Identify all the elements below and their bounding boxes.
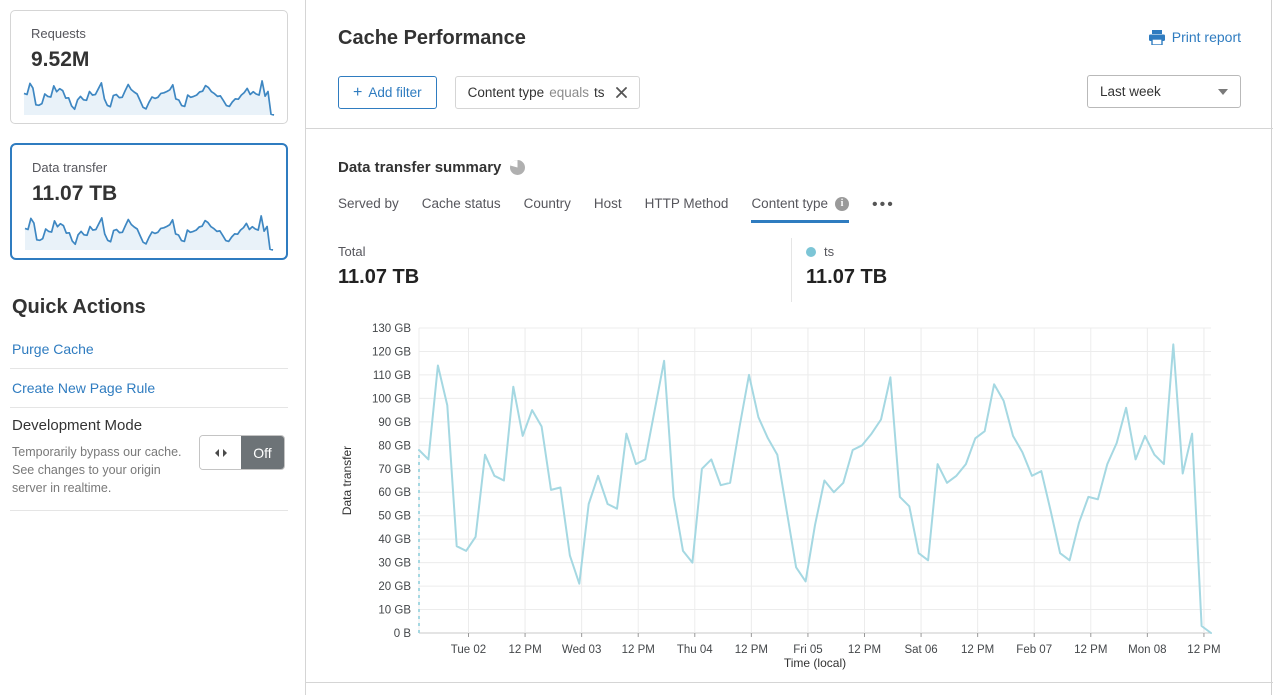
x-tick-label: Thu 04	[677, 644, 713, 656]
print-report-button[interactable]: Print report	[1148, 29, 1241, 45]
x-tick-label: 12 PM	[508, 644, 541, 656]
tab-host[interactable]: Host	[593, 196, 622, 211]
y-tick-label: 70 GB	[378, 464, 411, 476]
y-tick-label: 30 GB	[378, 558, 411, 570]
y-tick-label: 120 GB	[372, 346, 411, 358]
create-page-rule-link[interactable]: Create New Page Rule	[12, 380, 156, 396]
legend-block: ts 11.07 TB	[806, 244, 887, 289]
total-label: Total	[338, 244, 366, 259]
filter-operator: equals	[549, 85, 589, 100]
series-value: 11.07 TB	[806, 266, 888, 288]
development-mode-label: Development Mode	[12, 417, 143, 434]
info-icon[interactable]: i	[835, 196, 849, 211]
summary-title: Data transfer summary	[338, 159, 502, 176]
filter-field: Content type	[467, 85, 545, 100]
summary-tabs: Served by Cache status Country Host HTTP…	[338, 196, 895, 223]
requests-card[interactable]: Requests 9.52M	[10, 10, 288, 124]
purge-cache-link[interactable]: Purge Cache	[12, 341, 94, 357]
y-tick-label: 10 GB	[378, 605, 411, 617]
pie-chart-icon	[510, 160, 526, 175]
y-tick-label: 130 GB	[372, 323, 411, 335]
summary-divider	[791, 238, 792, 302]
main-panel: Cache Performance Print report + Add fil…	[305, 0, 1273, 695]
series-name: ts	[824, 244, 835, 259]
y-tick-label: 110 GB	[373, 370, 411, 382]
x-tick-label: Mon 08	[1128, 644, 1166, 656]
quick-actions-title: Quick Actions	[12, 296, 146, 318]
y-tick-label: 60 GB	[378, 487, 411, 499]
toggle-arrows-icon	[200, 436, 241, 469]
add-filter-label: Add filter	[368, 85, 422, 100]
bottom-divider	[306, 682, 1273, 683]
total-block: Total 11.07 TB	[338, 244, 419, 289]
y-tick-label: 80 GB	[378, 440, 411, 452]
requests-value: 9.52M	[31, 48, 90, 71]
x-tick-label: 12 PM	[735, 644, 768, 656]
x-axis-title: Time (local)	[784, 656, 846, 670]
print-report-label: Print report	[1171, 29, 1241, 45]
x-tick-label: 12 PM	[848, 644, 881, 656]
add-filter-button[interactable]: + Add filter	[338, 76, 437, 109]
tab-http-method[interactable]: HTTP Method	[644, 196, 729, 211]
divider	[10, 510, 288, 511]
tab-cache-status[interactable]: Cache status	[421, 196, 501, 211]
y-tick-label: 40 GB	[378, 534, 411, 546]
y-tick-label: 90 GB	[378, 417, 411, 429]
sidebar: Requests 9.52M Data transfer 11.07 TB Qu…	[0, 0, 305, 695]
tab-served-by[interactable]: Served by	[338, 196, 399, 211]
y-tick-label: 50 GB	[378, 511, 411, 523]
plus-icon: +	[353, 83, 363, 101]
x-tick-label: 12 PM	[1074, 644, 1107, 656]
filter-chip[interactable]: Content type equals ts	[454, 76, 640, 109]
total-value: 11.07 TB	[338, 266, 420, 288]
time-range-select[interactable]: Last week	[1087, 75, 1241, 108]
x-tick-label: Tue 02	[451, 644, 486, 656]
y-axis-title: Data transfer	[340, 446, 354, 515]
more-tabs-button[interactable]: •••	[872, 196, 895, 213]
x-tick-label: Fri 05	[793, 644, 822, 656]
x-tick-label: 12 PM	[961, 644, 994, 656]
x-tick-label: Feb 07	[1016, 644, 1052, 656]
close-icon[interactable]	[615, 87, 627, 98]
divider	[10, 407, 288, 408]
data-transfer-sparkline	[24, 215, 274, 251]
printer-icon	[1148, 29, 1165, 45]
summary-title-row: Data transfer summary	[338, 159, 526, 176]
tab-content-type[interactable]: Content type i	[751, 196, 849, 223]
filter-value: ts	[593, 85, 605, 100]
y-tick-label: 0 B	[394, 628, 412, 640]
chevron-down-icon[interactable]	[1218, 88, 1228, 95]
development-mode-description: Temporarily bypass our cache. See change…	[12, 445, 182, 495]
x-tick-label: Wed 03	[562, 644, 601, 656]
filter-row: + Add filter Content type equals ts	[338, 76, 640, 109]
toggle-state-label: Off	[241, 436, 284, 469]
y-tick-label: 100 GB	[372, 393, 411, 405]
data-transfer-chart[interactable]: 0 B 10 GB 20 GB 30 GB 40 GB 50 GB 60 GB 70 GB 80…	[331, 320, 1226, 682]
data-transfer-card[interactable]: Data transfer 11.07 TB	[10, 143, 288, 260]
divider	[10, 368, 288, 369]
x-tick-label: 12 PM	[622, 644, 655, 656]
data-transfer-value: 11.07 TB	[32, 182, 118, 205]
x-tick-label: Sat 06	[904, 644, 937, 656]
requests-label: Requests	[31, 26, 86, 41]
header-divider	[306, 128, 1273, 129]
requests-sparkline	[23, 80, 275, 116]
page-title: Cache Performance	[338, 27, 526, 49]
data-transfer-label: Data transfer	[32, 160, 108, 175]
x-tick-label: 12 PM	[1187, 644, 1220, 656]
ts-series-line[interactable]	[418, 343, 1212, 634]
legend-dot	[806, 246, 816, 257]
time-range-value: Last week	[1100, 84, 1161, 99]
y-tick-label: 20 GB	[378, 581, 411, 593]
development-mode-toggle[interactable]: Off	[199, 435, 285, 470]
tab-country[interactable]: Country	[523, 196, 571, 211]
